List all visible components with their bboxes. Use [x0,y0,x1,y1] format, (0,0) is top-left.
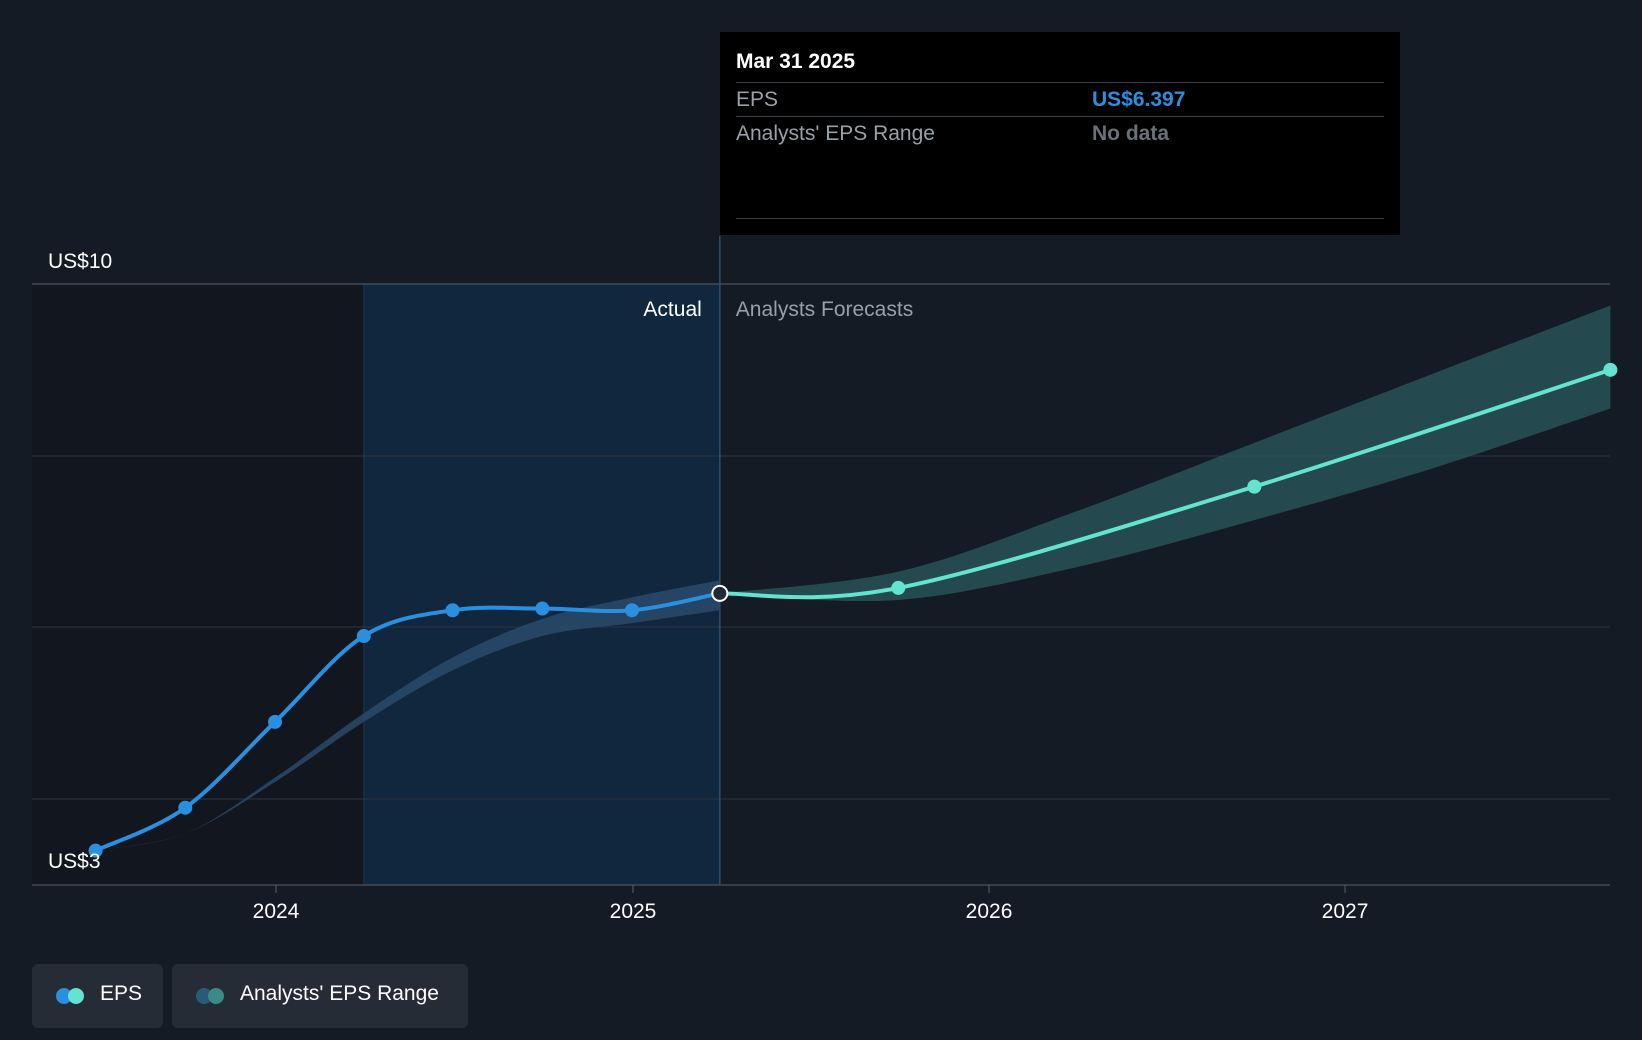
legend-eps-button[interactable]: EPS [32,964,163,1028]
legend-range-button[interactable]: Analysts' EPS Range [172,964,468,1028]
eps-actual-point [88,843,103,858]
legend-eps-label: EPS [100,982,143,1005]
eps-actual-point [178,800,193,815]
current-eps-point [711,584,729,602]
x-tick-label: 2026 [966,900,1013,923]
actual-label: Actual [643,298,701,321]
forecast-label: Analysts Forecasts [736,298,913,321]
tooltip-divider [736,218,1384,219]
tooltip: Mar 31 2025 EPS US$6.397 Analysts' EPS R… [720,32,1400,235]
range-legend-icon [196,988,230,1004]
eps-actual-point [535,601,550,616]
y-label-top: US$10 [48,250,112,273]
x-tick-label: 2027 [1322,900,1369,923]
eps-actual-point [268,714,283,729]
eps-actual-point [356,629,371,644]
eps-actual-point [625,603,640,618]
highlighted-period [363,284,720,885]
eps-forecast-point [1603,362,1618,377]
tooltip-range-value: No data [1092,122,1170,145]
eps-actual-point [445,603,460,618]
eps-forecast-line [717,367,1613,600]
tooltip-eps-row: EPS US$6.397 [736,82,1384,117]
tooltip-eps-value: US$6.397 [1092,88,1186,111]
x-tick-label: 2025 [610,900,657,923]
eps-legend-icon [56,988,90,1004]
eps-forecast-point [891,580,906,595]
y-label-bottom: US$3 [48,850,101,873]
legend-range-label: Analysts' EPS Range [240,982,439,1005]
tooltip-date: Mar 31 2025 [736,50,856,73]
eps-forecast-point [1247,479,1262,494]
tooltip-range-row: Analysts' EPS Range No data [736,116,1384,151]
tooltip-eps-label: EPS [736,88,779,111]
forecast-range-band [719,305,1611,602]
eps-actual-line [93,591,722,853]
tooltip-range-label: Analysts' EPS Range [736,122,935,145]
x-tick-label: 2024 [253,900,300,923]
